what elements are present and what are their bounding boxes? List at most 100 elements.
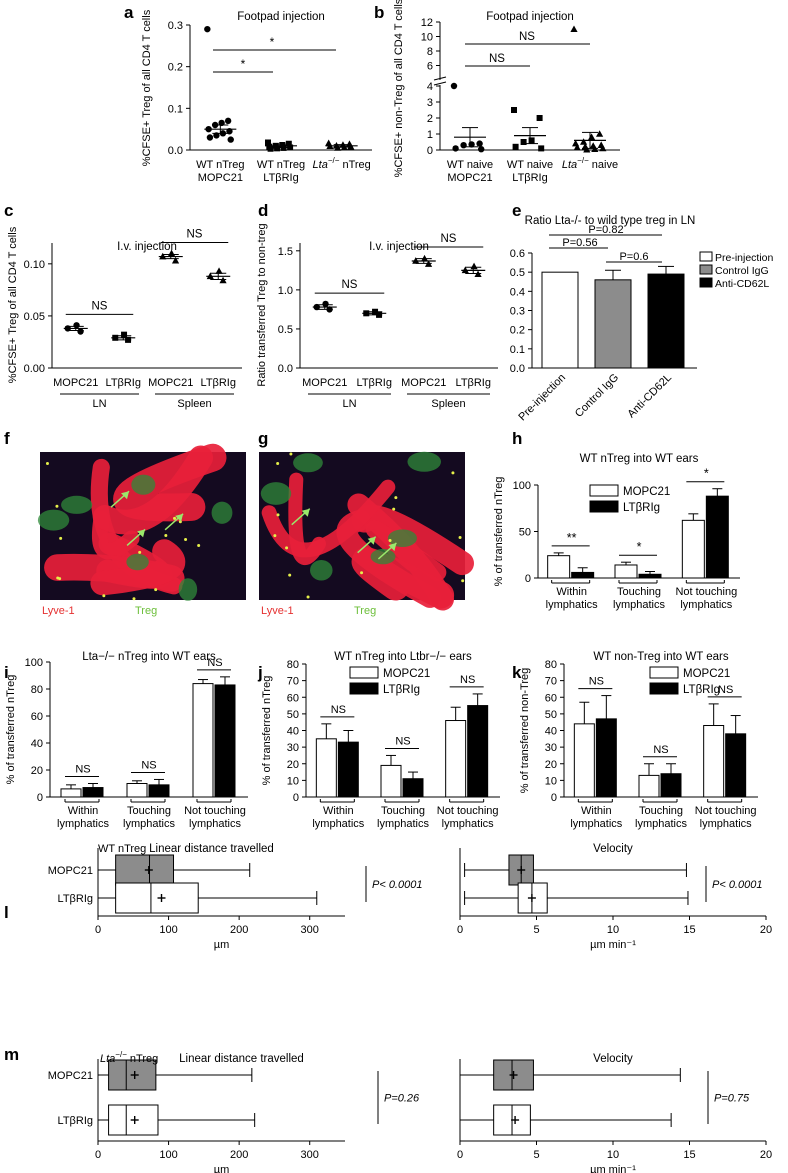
y-tick-label: 0.0: [278, 363, 293, 375]
x-tick-label: Not touching lymphatics: [437, 805, 499, 830]
y-tick-label: 80: [287, 659, 299, 671]
x-tick-label: 0: [95, 924, 101, 936]
chart-d: I.v. injection Ratio transferred Treg to …: [256, 223, 498, 410]
chart-l1: Linear distance travelled 0 100 200 300 µm MOP…: [48, 843, 423, 951]
sig-label: NS: [75, 764, 90, 776]
lymphatic-vessel: [91, 511, 140, 560]
data-point: [596, 130, 604, 137]
lymphatic-vessel: [261, 479, 396, 558]
data-point: [470, 262, 478, 270]
treg-cell: [407, 451, 442, 472]
legend-swatch: [589, 484, 619, 497]
x-tick-label: 10: [607, 1149, 619, 1161]
sig-label: NS: [653, 744, 668, 756]
data-point: [478, 146, 485, 153]
group-label: LN: [92, 398, 106, 410]
y-tick-label: 0: [427, 145, 433, 157]
bar: [214, 684, 236, 798]
chart-a: Footpad injection %CFSE+ Treg of all CD4 …: [141, 9, 372, 184]
lymphatic-vessel: [113, 443, 227, 522]
data-point: [204, 25, 211, 33]
sig-label: P=0.26: [384, 1093, 420, 1105]
bar: [337, 741, 359, 798]
data-point: [227, 136, 234, 143]
y-tick-label: 40: [31, 738, 43, 750]
y-tick-label: 50: [519, 527, 531, 539]
y-tick-label: 60: [31, 711, 43, 723]
treg-spot: [388, 538, 392, 542]
y-tick-label: 1: [427, 129, 433, 141]
legend-label: Control IgG: [715, 265, 769, 277]
data-point: [274, 145, 281, 152]
chart-title: I.v. injection: [369, 241, 429, 253]
bar: [595, 718, 617, 798]
x-tick-label: Within lymphatics: [570, 805, 622, 830]
group-label: Spleen: [177, 398, 211, 410]
panel-letter-a: a: [124, 3, 134, 22]
y-axis-label: % of transferred non-Treg: [519, 668, 531, 794]
legend-swatch: [699, 264, 713, 275]
sig-label: NS: [187, 229, 203, 241]
bar: [647, 273, 685, 369]
bar: [573, 723, 595, 798]
legend-label: MOPC21: [383, 668, 430, 680]
data-point: [580, 138, 588, 145]
treg-spot: [154, 588, 158, 592]
data-point: [77, 328, 84, 335]
bar: [315, 738, 337, 798]
axis-break-mark: [433, 76, 447, 81]
chart-title: Ratio Lta-/- to wild type treg in LN: [525, 215, 696, 227]
x-tick-label: Touching lymphatics: [123, 805, 175, 830]
sig-label: **: [567, 531, 577, 545]
image-label: Treg: [135, 605, 157, 617]
treg-spot: [392, 507, 396, 511]
arrow-head: [367, 536, 376, 545]
micrograph-g: Lyve-1 Treg: [259, 451, 474, 617]
legend-swatch: [699, 277, 713, 288]
y-tick-label: 0.6: [510, 248, 525, 260]
legend-swatch: [349, 682, 379, 695]
y-tick-label: 60: [545, 692, 557, 704]
data-point: [570, 25, 578, 33]
chart-title: Linear distance travelled: [179, 1053, 304, 1065]
x-axis-label: µm: [214, 939, 230, 951]
sig-label: NS: [141, 759, 156, 771]
panel-letter-j: j: [257, 663, 263, 682]
x-tick-label: Pre-injection: [516, 372, 568, 424]
category-label: LTβRIg: [58, 1115, 93, 1127]
image-label: Lyve-1: [261, 605, 294, 617]
y-tick-label: 0.0: [510, 363, 525, 375]
x-tick-label: Touching lymphatics: [613, 586, 665, 611]
legend-swatch: [349, 666, 379, 679]
x-tick-label: MOPC21: [302, 377, 347, 389]
chart-m2: Velocity 0 5 10 15 20 µm min⁻¹ P=0.75: [457, 1053, 772, 1173]
bar: [703, 725, 725, 798]
bar: [571, 571, 595, 579]
legend-label: MOPC21: [683, 668, 730, 680]
treg-spot: [138, 550, 142, 554]
y-tick-label: 0.5: [278, 324, 293, 336]
y-axis-label: Ratio transferred Treg to non-treg: [256, 223, 268, 386]
chart-title: WT nTreg into WT ears: [580, 453, 699, 465]
image-label: Lyve-1: [42, 605, 75, 617]
y-axis-label: % of transferred nTreg: [493, 477, 505, 587]
treg-cell: [126, 553, 149, 571]
data-point: [121, 331, 128, 338]
chart-title: WT non-Treg into WT ears: [593, 651, 729, 663]
y-tick-label: 0: [551, 792, 557, 804]
x-tick-label: 100: [159, 924, 177, 936]
sig-label: NS: [207, 657, 222, 669]
x-tick-label: WT naive MOPC21: [447, 159, 493, 184]
y-tick-label: 0.5: [510, 267, 525, 279]
x-tick-label: MOPC21: [148, 377, 193, 389]
panel-letter-d: d: [258, 201, 268, 220]
bar: [638, 774, 660, 798]
x-tick-label: Within lymphatics: [546, 586, 598, 611]
x-tick-label: Control IgG: [573, 372, 621, 420]
x-tick-label: Lta−/− naive: [562, 156, 618, 171]
category-label: MOPC21: [48, 865, 93, 877]
sig-label: *: [704, 467, 709, 481]
y-tick-label: 12: [421, 17, 433, 29]
y-tick-label: 0.2: [510, 325, 525, 337]
bar: [614, 564, 638, 579]
